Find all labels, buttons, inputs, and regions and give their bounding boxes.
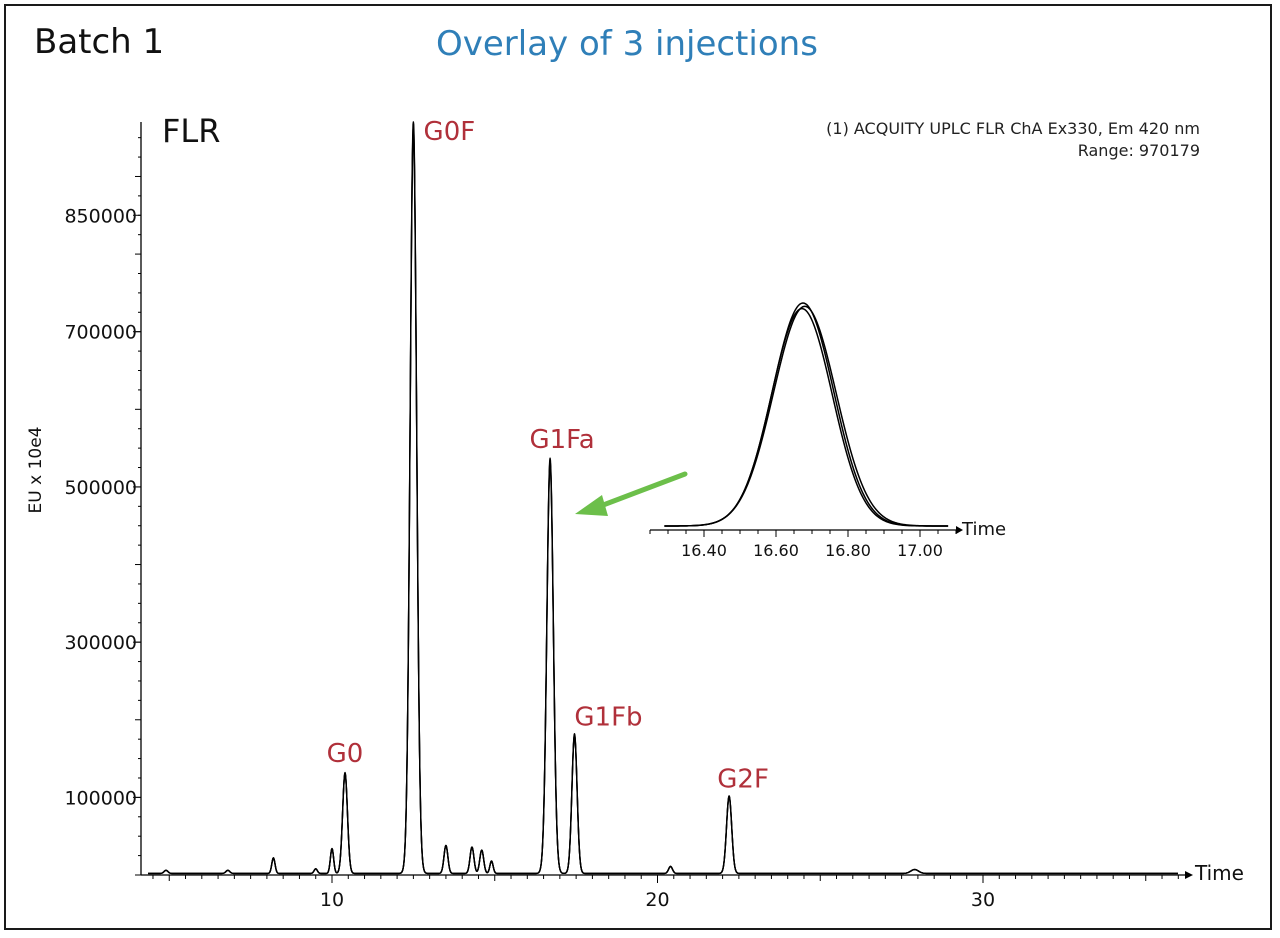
chromatogram-trace-2 bbox=[147, 125, 1179, 875]
y-tick-label: 100000 bbox=[64, 787, 137, 809]
peak-label-g0f: G0F bbox=[424, 117, 476, 147]
x-tick-label: 10 bbox=[320, 889, 344, 911]
y-tick-label: 500000 bbox=[64, 477, 137, 499]
detector-label: FLR bbox=[162, 112, 221, 150]
y-tick-label: 850000 bbox=[64, 205, 137, 227]
peak-label-g1fa: G1Fa bbox=[529, 425, 594, 455]
peak-label-g2f: G2F bbox=[717, 764, 769, 794]
x-tick-label: 30 bbox=[971, 889, 995, 911]
inset-x-tick-label: 17.00 bbox=[897, 541, 943, 560]
detector-info: (1) ACQUITY UPLC FLR ChA Ex330, Em 420 n… bbox=[826, 119, 1200, 138]
batch-label: Batch 1 bbox=[34, 22, 165, 62]
arrow-head bbox=[575, 495, 608, 516]
figure-frame bbox=[4, 4, 1272, 930]
inset-trace-1 bbox=[664, 302, 949, 527]
peak-label-g1fb: G1Fb bbox=[574, 702, 642, 732]
range-info: Range: 970179 bbox=[1077, 141, 1200, 160]
inset-x-tick-label: 16.40 bbox=[681, 541, 727, 560]
chart-title: Overlay of 3 injections bbox=[436, 24, 818, 64]
x-tick-label: 20 bbox=[645, 889, 669, 911]
x-axis-label: Time bbox=[1194, 861, 1244, 885]
x-axis-arrowhead bbox=[1185, 871, 1193, 879]
y-tick-label: 300000 bbox=[64, 632, 137, 654]
inset-x-tick-label: 16.60 bbox=[753, 541, 799, 560]
peak-label-g0: G0 bbox=[327, 739, 364, 769]
arrow-line bbox=[595, 471, 688, 510]
inset-x-tick-label: 16.80 bbox=[825, 541, 871, 560]
chromatogram-trace-1 bbox=[147, 121, 1179, 875]
inset-x-axis-label: Time bbox=[961, 519, 1006, 540]
inset-x-arrowhead bbox=[956, 526, 963, 534]
inset-trace-2 bbox=[664, 305, 949, 527]
inset-trace-3 bbox=[664, 307, 949, 527]
y-tick-label: 700000 bbox=[64, 322, 137, 344]
chromatogram-trace-3 bbox=[147, 131, 1179, 875]
